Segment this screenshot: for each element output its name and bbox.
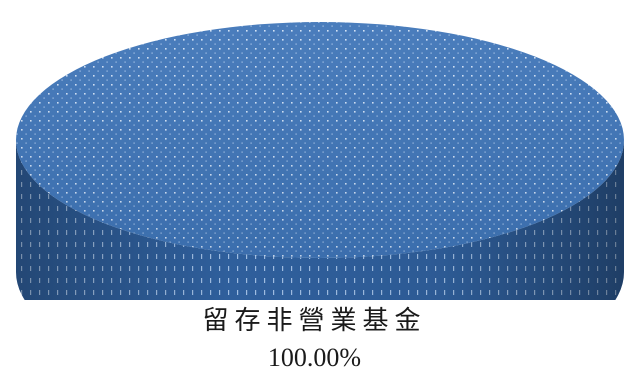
pie-slice-side-shade: [16, 140, 624, 300]
slice-label-percent: 100.00%: [267, 343, 362, 372]
pie-slice-top-shade: [16, 22, 624, 258]
pie-chart: [16, 22, 624, 300]
slice-label-name: 留存非營業基金: [202, 306, 427, 336]
